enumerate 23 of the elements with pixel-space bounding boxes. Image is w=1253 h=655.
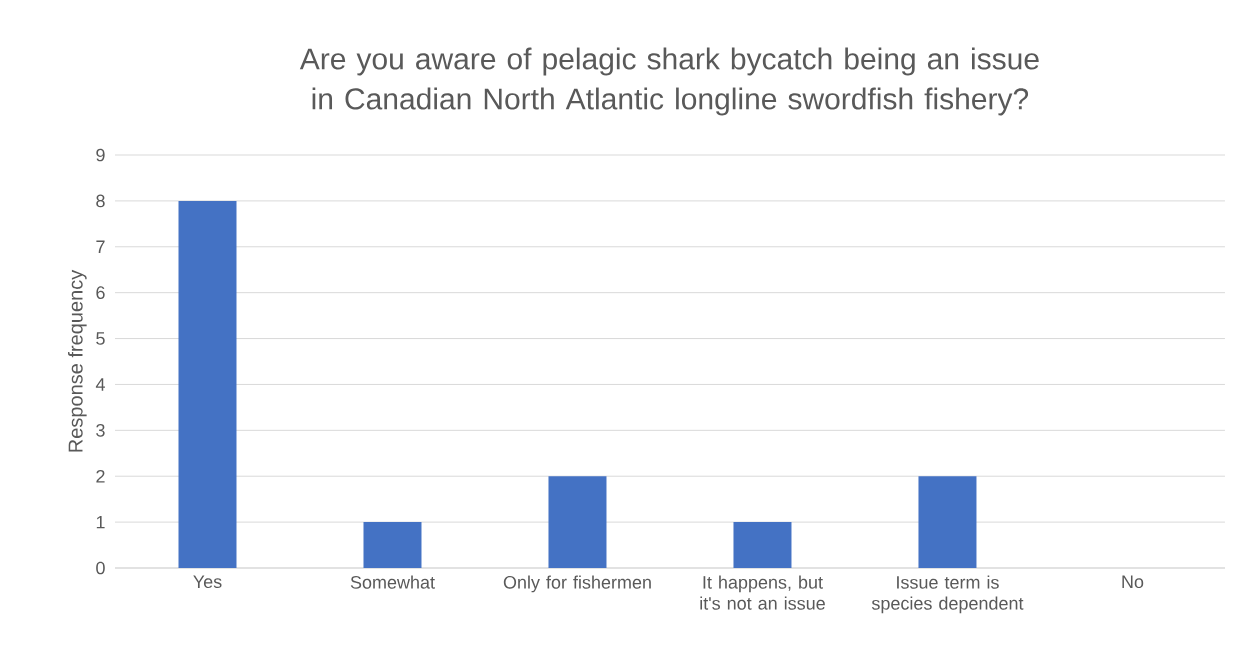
- bar: [548, 476, 607, 568]
- y-tick-label: 4: [95, 378, 105, 391]
- x-tick-label: Yes: [193, 575, 222, 589]
- bar: [178, 200, 237, 568]
- x-tick-label: Only for fishermen: [503, 575, 651, 593]
- bar: [733, 522, 792, 568]
- x-tick-label: Somewhat: [350, 575, 435, 589]
- y-tick-label: 6: [96, 286, 105, 300]
- y-axis-title: Response frequency: [68, 269, 87, 452]
- y-tick-label: 3: [96, 423, 105, 437]
- x-tick-label: Issue term is species dependent: [871, 575, 1024, 614]
- chart-title: Are you aware of pelagic shark bycatch being an issue in Canadian North Atlantic longline swordfish fishery?: [299, 47, 1039, 116]
- y-tick-label: 2: [96, 469, 105, 483]
- y-tick-label: 1: [96, 515, 105, 529]
- y-tick-label: 7: [96, 240, 105, 253]
- bar: [918, 476, 977, 568]
- x-tick-label: It happens, but it's not an issue: [700, 575, 825, 610]
- y-tick-label: 9: [96, 148, 105, 162]
- bar: [363, 522, 422, 568]
- y-tick-label: 8: [96, 194, 105, 208]
- y-tick-label: 0: [96, 561, 105, 575]
- y-tick-label: 5: [96, 332, 105, 345]
- x-tick-label: No: [1122, 575, 1144, 589]
